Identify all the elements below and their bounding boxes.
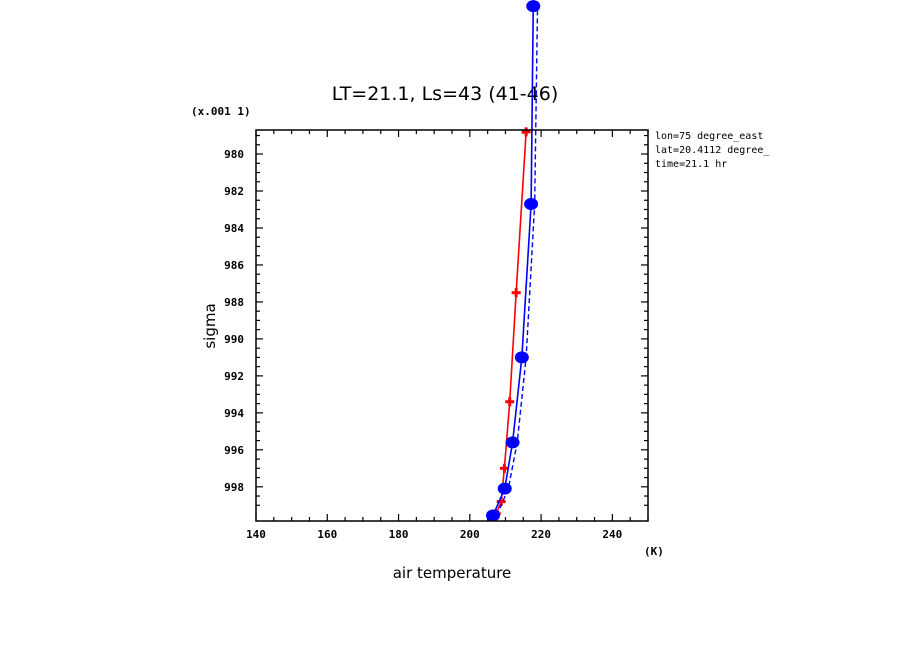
- series-line-3: [496, 6, 539, 516]
- series-1-point: [521, 127, 531, 137]
- info-line-time: time=21.1 hr: [655, 159, 727, 170]
- y-tick-label: 992: [224, 370, 244, 383]
- y-axis-ticks: 980 982 984 986 988 990 992 994 996 998: [224, 134, 648, 506]
- series-layer: [485, 0, 541, 521]
- plot-frame: [255, 129, 649, 522]
- y-tick-label: 988: [224, 296, 244, 309]
- y-tick-label: 982: [224, 185, 244, 198]
- series-2-point: [485, 509, 500, 521]
- y-tick-label: 980: [224, 148, 244, 161]
- info-line-lon: lon=75 degree_east: [655, 131, 763, 142]
- x-axis-label: air temperature: [393, 564, 512, 582]
- y-tick-label: 990: [224, 333, 244, 346]
- x-tick-label: 160: [317, 528, 337, 541]
- y-axis-label: sigma: [201, 303, 219, 348]
- info-line-lat: lat=20.4112 degree_: [655, 145, 770, 156]
- x-tick-label: 240: [602, 528, 622, 541]
- series-2-point: [524, 197, 539, 210]
- y-tick-label: 998: [224, 481, 244, 494]
- chart-title: LT=21.1, Ls=43 (41-46): [332, 83, 559, 105]
- y-tick-label: 984: [224, 222, 244, 235]
- series-1-point: [505, 397, 515, 407]
- x-tick-label: 140: [246, 528, 266, 541]
- info-block: lon=75 degree_east lat=20.4112 degree_ t…: [655, 131, 770, 170]
- series-2-point: [514, 351, 529, 364]
- y-tick-label: 986: [224, 259, 244, 272]
- x-axis-ticks: 140 160 180 200 220 240: [246, 130, 649, 541]
- x-tick-label: 180: [389, 528, 409, 541]
- y-unit-label: (x.001 1): [191, 105, 251, 118]
- x-tick-label: 220: [531, 528, 551, 541]
- series-1-point: [511, 288, 521, 298]
- series-2-point: [526, 0, 541, 13]
- x-unit-label: (K): [644, 545, 664, 558]
- x-tick-label: 200: [460, 528, 480, 541]
- y-tick-label: 996: [224, 444, 244, 457]
- y-tick-label: 994: [224, 407, 244, 420]
